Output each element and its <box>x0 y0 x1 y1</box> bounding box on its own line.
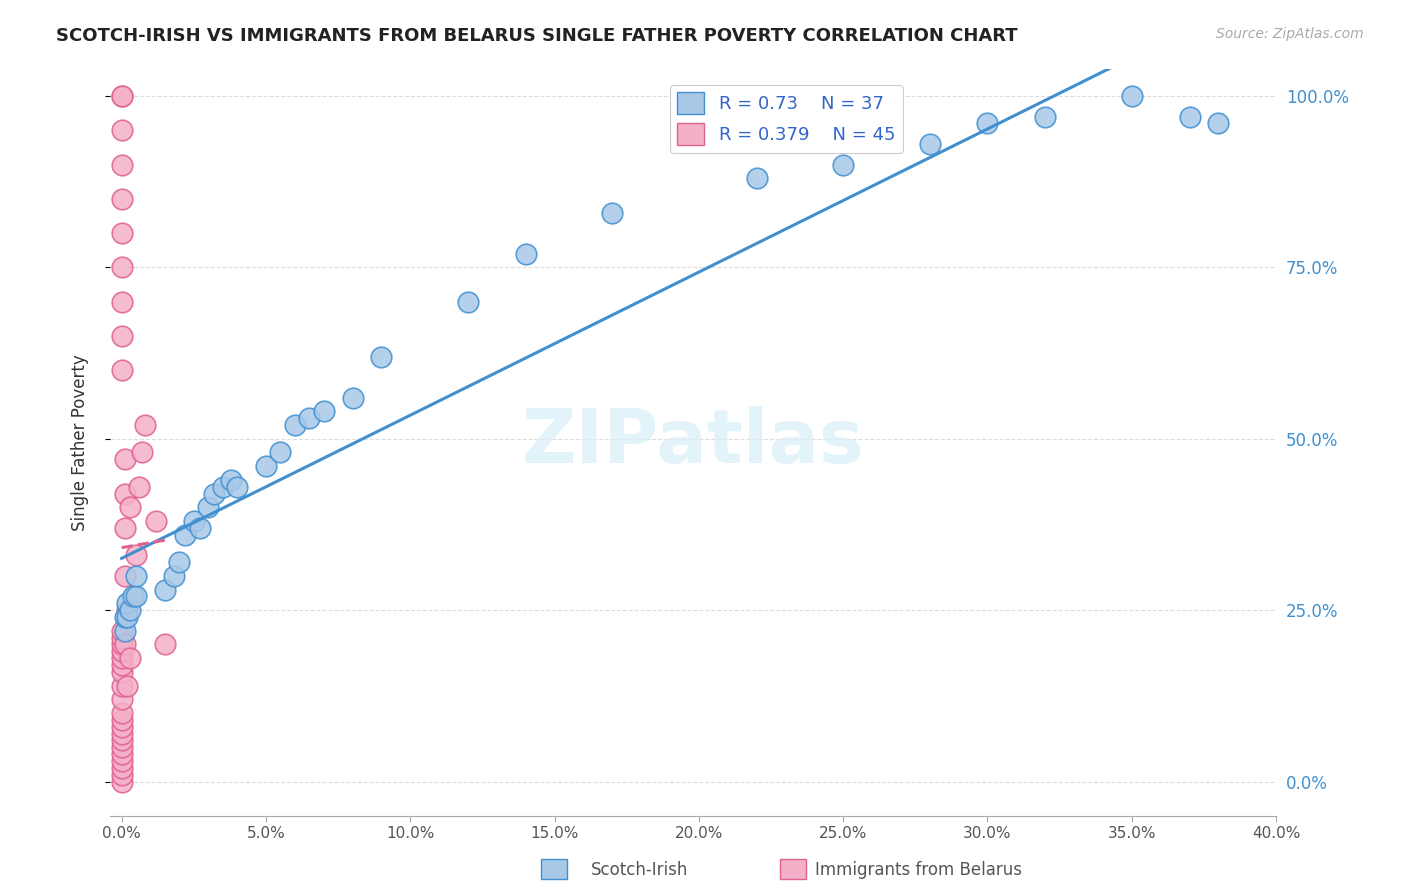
Legend: R = 0.73    N = 37, R = 0.379    N = 45: R = 0.73 N = 37, R = 0.379 N = 45 <box>671 85 903 153</box>
Point <box>211 480 233 494</box>
Point <box>111 706 134 720</box>
Text: Source: ZipAtlas.com: Source: ZipAtlas.com <box>1216 27 1364 41</box>
Y-axis label: Single Father Poverty: Single Father Poverty <box>72 354 89 531</box>
Point <box>111 761 134 775</box>
Point <box>1121 89 1143 103</box>
Point <box>111 665 134 679</box>
Point <box>111 658 134 673</box>
Point <box>515 246 537 260</box>
Point <box>114 569 136 583</box>
Point <box>221 473 243 487</box>
Point <box>111 157 134 171</box>
Point <box>457 294 479 309</box>
Point <box>1178 110 1201 124</box>
Point <box>342 391 364 405</box>
Point <box>1208 116 1230 130</box>
Point <box>125 569 148 583</box>
Point <box>111 747 134 762</box>
Point <box>153 638 176 652</box>
Point <box>298 411 321 425</box>
Point <box>111 713 134 727</box>
Point <box>312 404 335 418</box>
Point <box>111 638 134 652</box>
Point <box>111 726 134 740</box>
Point <box>111 692 134 706</box>
Point <box>197 500 219 515</box>
Point <box>111 123 134 137</box>
Point <box>131 445 153 459</box>
Point <box>111 740 134 755</box>
Point <box>918 136 941 151</box>
Point <box>125 549 148 563</box>
Point <box>111 768 134 782</box>
Point <box>370 350 392 364</box>
Point <box>174 528 197 542</box>
Point <box>169 555 191 569</box>
Point <box>202 486 225 500</box>
Point <box>120 603 142 617</box>
Point <box>226 480 249 494</box>
Point <box>125 590 148 604</box>
Point <box>600 205 623 219</box>
Point <box>111 631 134 645</box>
Point <box>114 610 136 624</box>
Point <box>183 514 205 528</box>
Point <box>832 157 855 171</box>
Point <box>1033 110 1056 124</box>
Point <box>111 651 134 665</box>
Point <box>114 624 136 638</box>
Point <box>111 260 134 275</box>
Point <box>111 363 134 377</box>
Point <box>120 651 142 665</box>
Point <box>117 603 139 617</box>
Point <box>111 89 134 103</box>
Text: Scotch-Irish: Scotch-Irish <box>591 861 688 879</box>
Point <box>111 733 134 747</box>
Point <box>117 679 139 693</box>
Point <box>111 774 134 789</box>
Point <box>117 610 139 624</box>
Text: SCOTCH-IRISH VS IMMIGRANTS FROM BELARUS SINGLE FATHER POVERTY CORRELATION CHART: SCOTCH-IRISH VS IMMIGRANTS FROM BELARUS … <box>56 27 1018 45</box>
Point <box>114 452 136 467</box>
Point <box>976 116 998 130</box>
Point <box>117 596 139 610</box>
Point <box>128 480 150 494</box>
Point <box>111 720 134 734</box>
Point <box>114 521 136 535</box>
Point <box>269 445 291 459</box>
Point <box>122 590 145 604</box>
Text: ZIPatlas: ZIPatlas <box>522 406 865 479</box>
Point <box>111 329 134 343</box>
Point <box>254 459 277 474</box>
Point <box>120 500 142 515</box>
Point <box>111 754 134 768</box>
Point <box>188 521 211 535</box>
Point <box>111 192 134 206</box>
Point <box>284 418 307 433</box>
Point <box>114 638 136 652</box>
Point <box>114 486 136 500</box>
Point <box>111 226 134 240</box>
Point <box>111 624 134 638</box>
Point <box>111 679 134 693</box>
Point <box>153 582 176 597</box>
Point <box>162 569 184 583</box>
Point <box>111 644 134 658</box>
Point <box>134 418 156 433</box>
Point <box>145 514 167 528</box>
Point <box>111 294 134 309</box>
Point <box>745 171 768 186</box>
Point <box>111 89 134 103</box>
Text: Immigrants from Belarus: Immigrants from Belarus <box>815 861 1022 879</box>
